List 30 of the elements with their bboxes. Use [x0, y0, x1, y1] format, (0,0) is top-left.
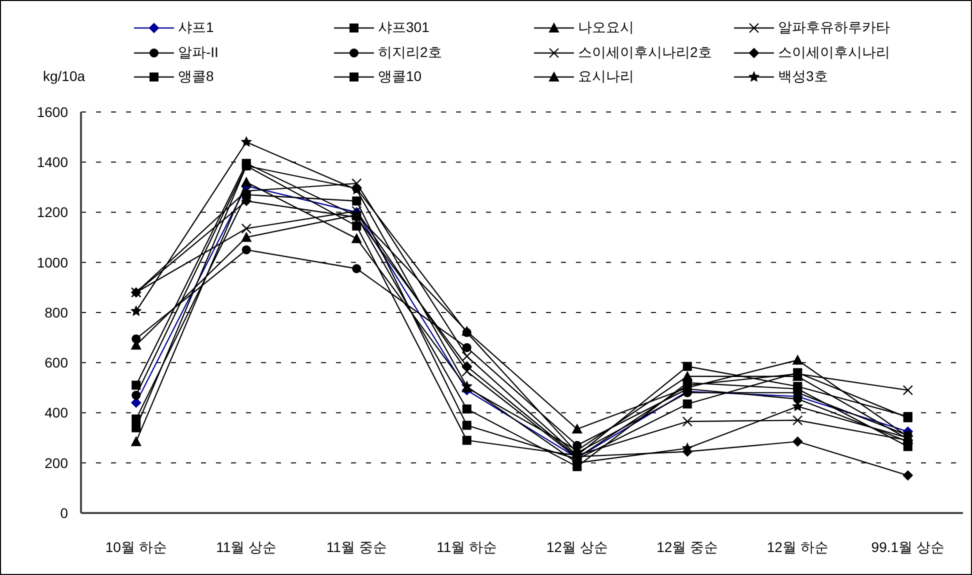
x-tick-label: 10월 하순: [105, 538, 167, 555]
legend-label: 요시나리: [578, 68, 634, 86]
legend-label: 샤프301: [378, 19, 430, 38]
x-tick-label: 99.1월 상순: [871, 538, 944, 555]
y-tick-label: 200: [44, 454, 68, 471]
x-tick-label: 11월 하순: [436, 538, 498, 555]
x-tick-label: 12월 중순: [656, 538, 718, 555]
legend-label: 알파후유하루카타: [778, 19, 890, 38]
legend-label: 앵콜8: [178, 68, 214, 86]
y-tick-label: 1400: [36, 154, 68, 170]
y-tick-label: 400: [44, 404, 68, 421]
y-tick-label: 1000: [36, 254, 68, 270]
x-tick-label: 12월 상순: [546, 538, 608, 555]
x-tick-label: 12월 하순: [766, 538, 828, 555]
legend-label: 나오요시: [578, 19, 634, 38]
y-tick-label: 1600: [36, 104, 68, 120]
y-tick-label: 1200: [36, 204, 68, 220]
x-tick-label: 11월 상순: [216, 538, 277, 555]
legend-label: 히지리2호: [378, 44, 442, 62]
legend-label: 백성3호: [778, 68, 828, 86]
legend-label: 알파-II: [178, 44, 218, 62]
y-tick-label: 600: [44, 354, 68, 371]
legend-label: 샤프1: [178, 19, 214, 38]
y-tick-label: 800: [44, 304, 68, 320]
legend-label: 스이세이후시나리2호: [578, 44, 712, 62]
legend-label: 스이세이후시나리: [778, 44, 890, 62]
y-tick-label: 0: [60, 504, 68, 521]
x-tick-label: 11월 중순: [326, 538, 387, 555]
legend-label: 앵콜10: [378, 68, 422, 86]
y-axis-title: kg/10a: [43, 68, 86, 84]
